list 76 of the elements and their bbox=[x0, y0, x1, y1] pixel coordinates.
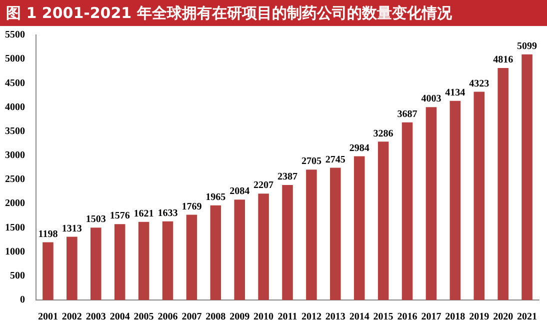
bar bbox=[282, 184, 293, 300]
bar bbox=[498, 68, 508, 300]
y-tick-label: 5500 bbox=[5, 30, 25, 41]
data-label: 1965 bbox=[206, 192, 226, 203]
x-tick-label: 2007 bbox=[182, 312, 202, 323]
data-label: 2745 bbox=[325, 154, 346, 166]
bar bbox=[426, 107, 437, 300]
bar bbox=[402, 122, 413, 300]
data-label: 4134 bbox=[445, 87, 466, 98]
x-tick-label: 2017 bbox=[421, 312, 442, 323]
y-tick-label: 2000 bbox=[5, 198, 25, 210]
x-tick-label: 2009 bbox=[230, 312, 250, 323]
x-tick-label: 2005 bbox=[134, 312, 154, 323]
data-label: 4003 bbox=[421, 94, 442, 105]
bar bbox=[162, 221, 174, 300]
data-label: 1633 bbox=[158, 208, 178, 219]
x-tick-label: 2002 bbox=[62, 312, 82, 323]
data-label: 2387 bbox=[278, 172, 298, 183]
x-tick-label: 2012 bbox=[301, 312, 322, 323]
x-tick-label: 2016 bbox=[397, 312, 418, 323]
data-label: 1576 bbox=[110, 210, 130, 222]
y-tick-label: 500 bbox=[10, 270, 25, 282]
x-tick-label: 2018 bbox=[445, 312, 466, 323]
bar bbox=[522, 54, 532, 300]
data-label: 4323 bbox=[469, 78, 490, 90]
data-label: 2705 bbox=[301, 156, 322, 168]
x-tick-label: 2003 bbox=[86, 312, 106, 323]
x-tick-label: 2006 bbox=[158, 312, 178, 323]
y-tick-label: 3500 bbox=[5, 126, 25, 137]
x-tick-label: 2015 bbox=[373, 312, 394, 323]
y-tick-label: 0 bbox=[20, 294, 25, 306]
data-label: 3687 bbox=[397, 108, 418, 120]
bar bbox=[378, 142, 389, 300]
chart-title: 图 1 2001-2021 年全球拥有在研项目的制药公司的数量变化情况 bbox=[0, 0, 547, 26]
bar bbox=[474, 92, 485, 300]
data-label: 5099 bbox=[517, 40, 538, 52]
bar bbox=[354, 156, 365, 300]
y-tick-label: 1000 bbox=[5, 246, 25, 258]
data-label: 1313 bbox=[62, 223, 82, 234]
bar bbox=[42, 242, 54, 300]
y-tick-label: 4000 bbox=[5, 102, 25, 113]
data-label: 2984 bbox=[349, 142, 370, 154]
bar bbox=[90, 228, 102, 300]
bar bbox=[330, 168, 341, 300]
x-tick-label: 2001 bbox=[38, 312, 58, 323]
y-tick-label: 3000 bbox=[5, 150, 25, 162]
x-tick-label: 2014 bbox=[349, 312, 370, 323]
bar bbox=[114, 224, 126, 300]
x-tick-label: 2011 bbox=[278, 312, 298, 323]
bar bbox=[234, 200, 245, 300]
bar bbox=[138, 222, 150, 300]
y-tick-label: 1500 bbox=[5, 222, 25, 234]
x-tick-label: 2004 bbox=[110, 312, 130, 323]
x-tick-label: 2020 bbox=[493, 312, 514, 323]
bar bbox=[450, 100, 461, 300]
data-label: 3286 bbox=[373, 128, 394, 140]
data-label: 4816 bbox=[493, 54, 514, 66]
x-tick-label: 2013 bbox=[325, 312, 346, 323]
data-label: 1621 bbox=[134, 208, 154, 220]
bar bbox=[306, 170, 317, 300]
data-label: 1503 bbox=[86, 214, 106, 226]
bar bbox=[186, 214, 198, 300]
data-label: 2207 bbox=[254, 180, 274, 192]
bar bbox=[66, 236, 78, 300]
x-tick-label: 2021 bbox=[517, 312, 538, 323]
bar bbox=[210, 205, 222, 300]
data-label: 1769 bbox=[182, 201, 202, 212]
data-label: 2084 bbox=[230, 186, 250, 198]
x-tick-label: 2010 bbox=[254, 312, 274, 323]
x-tick-label: 2019 bbox=[469, 312, 490, 323]
y-tick-label: 4500 bbox=[5, 78, 25, 89]
y-tick-label: 5000 bbox=[5, 54, 25, 65]
bar bbox=[258, 194, 269, 300]
y-tick-label: 2500 bbox=[5, 174, 25, 186]
data-label: 1198 bbox=[38, 228, 58, 240]
x-tick-label: 2008 bbox=[206, 312, 226, 323]
